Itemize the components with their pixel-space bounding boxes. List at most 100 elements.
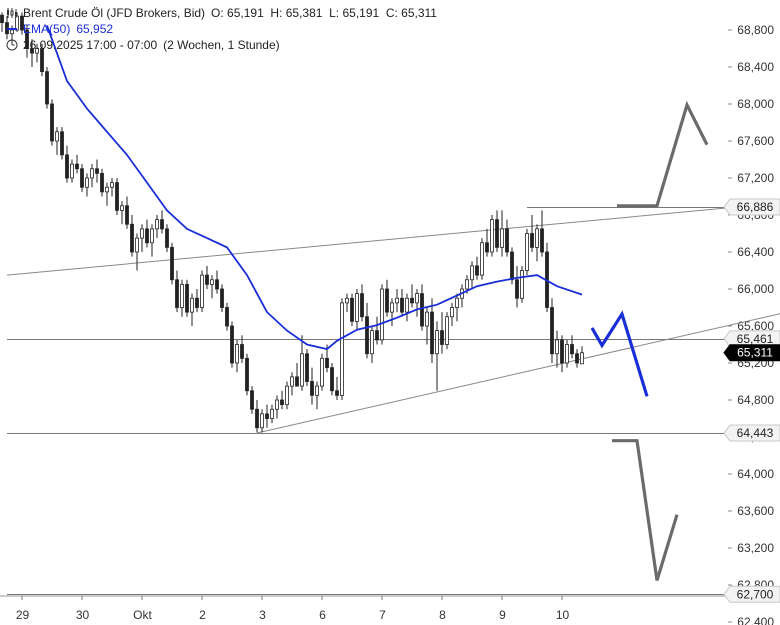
candle-body bbox=[180, 283, 184, 308]
price-tag-label: 66,886 bbox=[737, 200, 774, 214]
candle-body bbox=[480, 242, 484, 276]
candle-body bbox=[100, 172, 104, 193]
candles bbox=[0, 12, 584, 433]
candle-body bbox=[195, 297, 199, 308]
candle-body bbox=[450, 307, 454, 318]
candle-body bbox=[165, 228, 169, 248]
candle-body bbox=[240, 344, 244, 359]
candle-body bbox=[75, 163, 79, 170]
x-tick-label: 29 bbox=[16, 608, 30, 622]
candle-body bbox=[220, 288, 224, 308]
candle-body bbox=[495, 219, 499, 248]
candle-body bbox=[30, 48, 34, 54]
candle-body bbox=[115, 182, 119, 211]
y-axis: 68,80068,40068,00067,60067,20066,80066,4… bbox=[728, 23, 774, 625]
trendline bbox=[6, 206, 738, 276]
candle-body bbox=[60, 131, 64, 156]
candle-body bbox=[105, 186, 109, 193]
y-tick-label: 62,400 bbox=[737, 615, 774, 625]
candle-body bbox=[125, 205, 129, 225]
scenario-path bbox=[612, 439, 679, 581]
candle-body bbox=[205, 274, 209, 285]
candle-body bbox=[340, 302, 344, 396]
price-tag-box bbox=[723, 424, 780, 442]
candle-body bbox=[490, 219, 494, 253]
candle-body bbox=[0, 14, 4, 23]
horizontal-lines bbox=[7, 207, 728, 595]
candle-body bbox=[235, 344, 239, 364]
candle-body bbox=[80, 168, 84, 188]
candle-body bbox=[230, 325, 234, 364]
candle-body bbox=[390, 302, 394, 313]
candle-body bbox=[330, 367, 334, 392]
candle-body bbox=[295, 376, 299, 387]
candle-body bbox=[90, 168, 94, 179]
candle-body bbox=[355, 293, 359, 322]
candle-body bbox=[500, 228, 504, 248]
candle-body bbox=[395, 297, 399, 304]
candle-body bbox=[225, 307, 229, 327]
ema-value: 65,952 bbox=[76, 22, 114, 36]
candle-body bbox=[325, 357, 329, 369]
candle-body bbox=[320, 357, 324, 387]
legend-instrument-row: Brent Crude Öl (JFD Brokers, Bid) O: 65,… bbox=[6, 5, 437, 21]
candle-body bbox=[45, 71, 49, 105]
candle-body bbox=[25, 29, 29, 49]
y-tick-label: 68,400 bbox=[737, 60, 774, 74]
y-tick-label: 64,000 bbox=[737, 467, 774, 481]
candle-body bbox=[65, 154, 69, 179]
candle-body bbox=[405, 297, 409, 313]
candle-body bbox=[445, 316, 449, 345]
candle-body bbox=[110, 182, 114, 188]
x-tick-label: Okt bbox=[133, 608, 152, 622]
candle-body bbox=[560, 339, 564, 364]
ema-swatch-icon bbox=[6, 23, 18, 35]
candle-body bbox=[185, 283, 189, 313]
price-tag-box bbox=[723, 344, 780, 362]
legend-period-row: 26.09.2025 17:00 - 07:00 (2 Wochen, 1 St… bbox=[6, 37, 437, 53]
price-tag: 62,700 bbox=[723, 585, 780, 603]
price-tag-label: 65,311 bbox=[737, 346, 773, 360]
candle-body bbox=[275, 399, 279, 410]
candle-body bbox=[285, 385, 289, 406]
candle-body bbox=[370, 330, 374, 355]
candle-body bbox=[435, 330, 439, 355]
candle-body bbox=[200, 274, 204, 308]
candle-body bbox=[145, 228, 149, 244]
candle-body bbox=[345, 297, 349, 304]
candle-body bbox=[300, 353, 304, 387]
period-text: 26.09.2025 17:00 - 07:00 bbox=[23, 38, 158, 52]
candle-body bbox=[35, 48, 39, 54]
instrument-name: Brent Crude Öl (JFD Brokers, Bid) bbox=[23, 6, 206, 20]
candle-body bbox=[455, 297, 459, 308]
ohlc-values: O: 65,191 H: 65,381 L: 65,191 C: 65,311 bbox=[211, 6, 437, 20]
trendlines bbox=[6, 206, 780, 434]
candle-body bbox=[580, 352, 584, 365]
y-tick-label: 67,200 bbox=[737, 171, 774, 185]
candle-body bbox=[190, 297, 194, 313]
candle-body bbox=[570, 344, 574, 355]
price-tag-box bbox=[723, 198, 780, 216]
candle-body bbox=[85, 177, 89, 188]
candle-body bbox=[135, 237, 139, 253]
y-tick-label: 68,000 bbox=[737, 97, 774, 111]
price-tag-label: 64,443 bbox=[737, 426, 774, 440]
candle-body bbox=[130, 223, 134, 253]
candle-body bbox=[515, 279, 519, 299]
price-tag-box bbox=[723, 585, 780, 603]
candle-body bbox=[440, 330, 444, 345]
candle-body bbox=[565, 344, 569, 364]
candle-body bbox=[415, 293, 419, 304]
candle-body bbox=[50, 103, 54, 142]
y-tick-label: 63,200 bbox=[737, 541, 774, 555]
current-price-tag: 65,311 bbox=[723, 344, 780, 362]
candle-body bbox=[95, 168, 99, 174]
candle-body bbox=[365, 316, 369, 355]
candle-body bbox=[150, 228, 154, 244]
candle-body bbox=[280, 399, 284, 406]
candle-body bbox=[375, 330, 379, 341]
price-tag: 66,886 bbox=[723, 198, 780, 216]
candle-body bbox=[305, 353, 309, 382]
candle-body bbox=[210, 279, 214, 285]
